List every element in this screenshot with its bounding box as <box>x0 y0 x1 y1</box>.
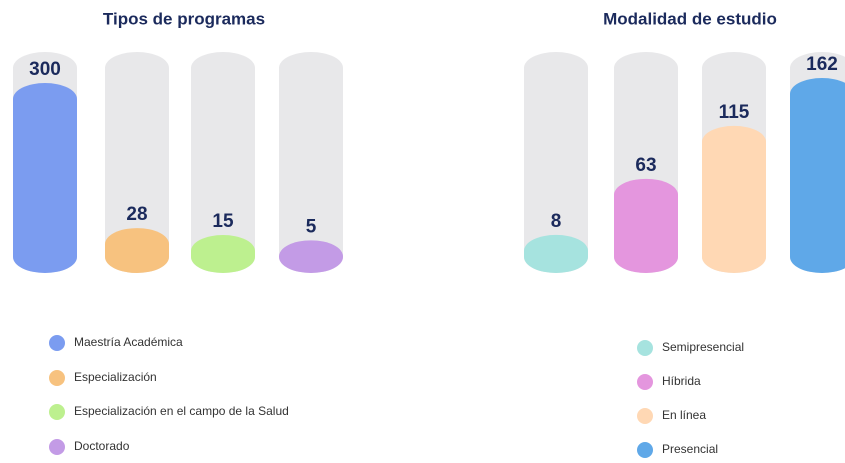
value-label: 115 <box>719 102 750 123</box>
legend-swatch <box>637 442 653 458</box>
bar-track <box>105 52 169 273</box>
legend-swatch <box>637 408 653 424</box>
value-label: 8 <box>551 211 562 232</box>
chart-title: Tipos de programas <box>103 9 265 28</box>
legend-label: Semipresencial <box>662 340 744 354</box>
bar <box>279 240 343 273</box>
bar <box>524 234 588 273</box>
bar <box>13 83 77 273</box>
bar <box>191 235 255 273</box>
legend-swatch <box>49 370 65 386</box>
chart-title: Modalidad de estudio <box>603 9 777 28</box>
legend-label: En línea <box>662 408 706 422</box>
bar <box>105 228 169 273</box>
value-label: 300 <box>29 59 61 80</box>
value-label: 162 <box>806 54 838 75</box>
legend-label: Doctorado <box>74 439 130 453</box>
bar <box>614 178 678 273</box>
legend-swatch <box>637 340 653 356</box>
legend-swatch <box>637 374 653 390</box>
value-label: 28 <box>126 204 147 225</box>
value-label: 63 <box>635 155 656 176</box>
bar-track <box>524 52 588 273</box>
legend-label: Maestría Académica <box>74 335 183 349</box>
legend-label: Especialización en el campo de la Salud <box>74 404 289 418</box>
bar <box>790 78 845 273</box>
bar-track <box>279 52 343 273</box>
bar-track <box>191 52 255 273</box>
legend-swatch <box>49 439 65 455</box>
legend-label: Presencial <box>662 442 718 456</box>
bar <box>702 125 766 274</box>
value-label: 5 <box>306 216 317 237</box>
legend-swatch <box>49 404 65 420</box>
legend-label: Especialización <box>74 370 157 384</box>
legend-swatch <box>49 335 65 351</box>
legend-label: Híbrida <box>662 374 701 388</box>
value-label: 15 <box>212 211 234 232</box>
